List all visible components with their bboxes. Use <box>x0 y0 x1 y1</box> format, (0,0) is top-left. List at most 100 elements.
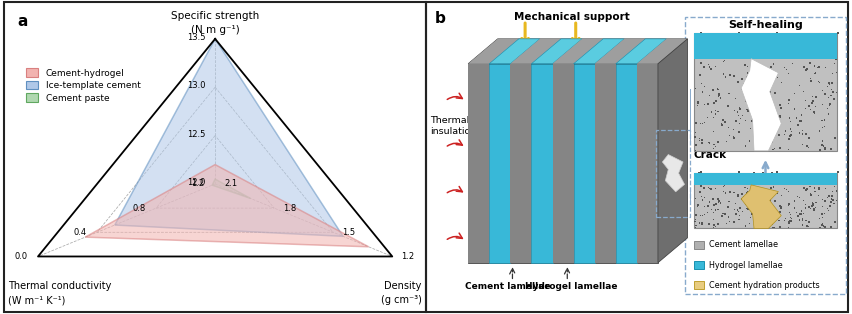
Bar <box>755 92 757 94</box>
Bar <box>809 80 812 82</box>
Bar <box>755 215 757 217</box>
Text: 1.2: 1.2 <box>192 179 204 188</box>
Bar <box>711 111 712 113</box>
Polygon shape <box>573 64 595 263</box>
Bar <box>753 86 754 87</box>
Bar <box>830 103 832 105</box>
Bar <box>699 191 701 193</box>
Bar <box>803 187 804 189</box>
Bar <box>740 54 742 55</box>
Bar <box>808 137 809 139</box>
Bar <box>700 62 702 64</box>
Bar <box>745 64 746 66</box>
Bar <box>717 201 719 203</box>
Bar <box>708 64 709 65</box>
Bar <box>770 80 772 82</box>
Bar <box>724 121 726 123</box>
Bar <box>700 185 702 187</box>
Bar <box>822 199 823 200</box>
Bar <box>740 108 741 110</box>
Bar <box>700 32 702 34</box>
Bar <box>779 134 780 136</box>
Bar <box>720 40 721 41</box>
Bar <box>737 111 739 113</box>
Bar <box>799 197 800 198</box>
Bar <box>758 193 760 195</box>
Bar <box>833 221 836 223</box>
Bar <box>735 213 737 215</box>
Bar <box>779 220 780 221</box>
Bar <box>733 54 734 55</box>
Polygon shape <box>469 64 489 263</box>
Bar <box>754 189 756 191</box>
Bar <box>763 173 765 175</box>
Bar <box>755 119 757 121</box>
Bar <box>759 203 761 204</box>
Bar <box>768 178 769 180</box>
Bar <box>737 194 739 197</box>
Bar <box>837 171 839 173</box>
Bar <box>697 207 698 208</box>
Bar <box>748 106 749 107</box>
Bar <box>694 33 838 59</box>
Text: Cement hydration products: Cement hydration products <box>709 281 820 290</box>
Bar <box>828 210 829 211</box>
Bar <box>785 130 786 132</box>
Bar <box>712 175 715 177</box>
Bar <box>811 102 813 105</box>
Bar <box>743 83 745 85</box>
Text: Density: Density <box>384 281 422 291</box>
Bar <box>802 133 803 135</box>
Bar <box>821 223 823 224</box>
Bar <box>801 210 803 212</box>
Bar <box>726 223 727 224</box>
Bar <box>769 42 770 44</box>
Bar <box>738 211 739 212</box>
Bar <box>814 209 815 211</box>
Bar <box>769 219 770 220</box>
Bar <box>780 47 782 49</box>
Bar <box>739 106 740 108</box>
Bar <box>805 69 807 71</box>
Bar <box>763 36 765 37</box>
Polygon shape <box>616 39 666 64</box>
Bar <box>738 176 740 177</box>
Bar <box>762 221 763 223</box>
Polygon shape <box>469 64 658 263</box>
Bar <box>804 176 806 177</box>
Bar <box>822 174 823 175</box>
Bar <box>776 32 778 34</box>
Bar <box>780 176 782 177</box>
Bar <box>794 93 795 94</box>
Bar <box>821 224 823 226</box>
Bar <box>821 144 823 146</box>
Bar <box>694 136 695 138</box>
Bar <box>819 130 820 132</box>
Bar <box>735 203 736 204</box>
Text: Hydrogel lamellae: Hydrogel lamellae <box>525 282 618 291</box>
Bar <box>788 205 789 206</box>
Bar <box>726 141 727 142</box>
Bar <box>811 205 813 207</box>
Bar <box>698 33 699 35</box>
Bar <box>812 203 814 206</box>
Polygon shape <box>510 64 532 263</box>
Bar <box>789 135 792 137</box>
Polygon shape <box>489 64 510 263</box>
Bar <box>734 75 735 77</box>
Bar <box>728 93 729 95</box>
Bar <box>701 222 703 224</box>
Bar <box>759 98 761 99</box>
Bar <box>793 207 796 209</box>
Bar <box>701 142 703 144</box>
Bar <box>656 130 689 217</box>
Bar <box>831 226 832 228</box>
Bar <box>716 41 717 43</box>
Polygon shape <box>553 64 573 263</box>
Bar <box>771 136 773 138</box>
Bar <box>728 46 729 47</box>
Bar <box>694 261 704 269</box>
Bar <box>819 187 820 190</box>
Bar <box>800 177 802 178</box>
Bar <box>819 178 821 180</box>
